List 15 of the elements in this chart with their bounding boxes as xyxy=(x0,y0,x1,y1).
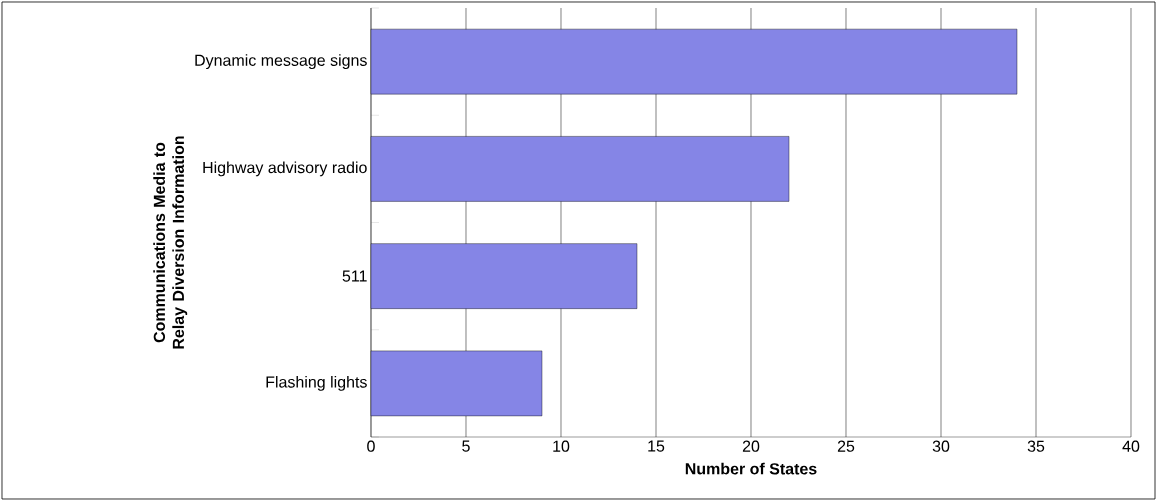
x-tick-label: 40 xyxy=(1122,440,1140,452)
x-axis-title: Number of States xyxy=(685,462,817,475)
x-tick-label: 20 xyxy=(742,440,760,452)
x-tick-label: 0 xyxy=(367,440,375,452)
x-tick-label: 25 xyxy=(837,440,855,452)
y-tick-label: Dynamic message signs xyxy=(195,54,367,70)
x-tick-label: 5 xyxy=(462,440,470,452)
y-tick-label: Flashing lights xyxy=(266,375,367,391)
y-axis-title: Communications Media to Relay Diversion Information xyxy=(153,136,188,349)
x-tick-label: 10 xyxy=(553,440,570,452)
y-tick-label: 511 xyxy=(342,270,367,282)
y-tick-label: Highway advisory radio xyxy=(203,161,367,177)
x-tick-label: 35 xyxy=(1027,440,1045,452)
x-tick-label: 30 xyxy=(932,440,950,452)
x-tick-label: 15 xyxy=(648,440,665,452)
